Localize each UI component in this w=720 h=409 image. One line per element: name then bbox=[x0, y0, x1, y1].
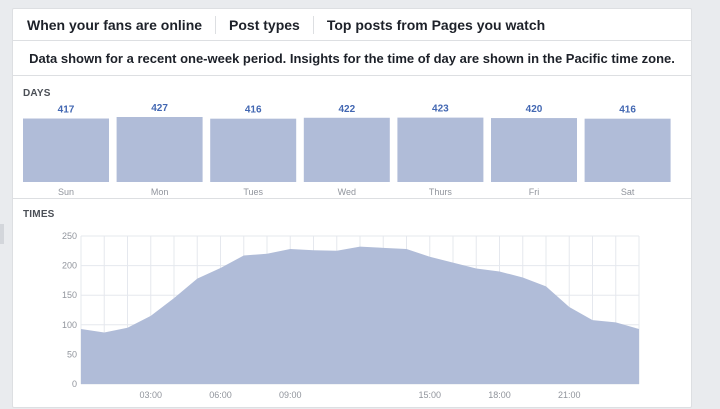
tab-bar: When your fans are online Post types Top… bbox=[13, 9, 691, 41]
day-bar-value: 422 bbox=[338, 104, 355, 115]
day-bar-value: 416 bbox=[245, 105, 262, 116]
day-bar[interactable] bbox=[210, 118, 297, 182]
days-chart: 417 Sun 427 Mon 416 Tues 422 Wed 423 Thurs 420 Fri 4… bbox=[23, 103, 671, 197]
day-bar[interactable] bbox=[397, 117, 484, 182]
left-edge-tab bbox=[0, 224, 4, 244]
day-label: Sat bbox=[621, 187, 635, 197]
day-label: Sun bbox=[58, 187, 74, 197]
day-bar-value: 416 bbox=[619, 105, 636, 116]
days-label: DAYS bbox=[23, 88, 51, 99]
tab-fans-online[interactable]: When your fans are online bbox=[27, 16, 203, 33]
day-label: Fri bbox=[529, 187, 540, 197]
times-label: TIMES bbox=[23, 209, 55, 220]
tab-post-types[interactable]: Post types bbox=[215, 15, 313, 34]
day-bar[interactable] bbox=[23, 118, 109, 182]
day-bar-value: 423 bbox=[432, 104, 449, 115]
x-tick-label: 21:00 bbox=[558, 390, 581, 400]
x-tick-label: 15:00 bbox=[418, 390, 441, 400]
y-tick-label: 100 bbox=[62, 320, 77, 330]
day-bar[interactable] bbox=[491, 118, 577, 182]
y-tick-label: 200 bbox=[62, 261, 77, 271]
x-tick-label: 06:00 bbox=[209, 390, 232, 400]
day-bar-value: 420 bbox=[526, 104, 543, 115]
day-bar[interactable] bbox=[116, 117, 203, 182]
y-tick-label: 50 bbox=[67, 349, 77, 359]
y-tick-label: 150 bbox=[62, 290, 77, 300]
day-label: Tues bbox=[243, 187, 263, 197]
day-bar-value: 417 bbox=[58, 105, 75, 116]
tab-top-posts[interactable]: Top posts from Pages you watch bbox=[312, 15, 558, 34]
day-label: Thurs bbox=[429, 187, 453, 197]
insights-panel: When your fans are online Post types Top… bbox=[12, 8, 692, 408]
y-tick-label: 0 bbox=[72, 379, 77, 389]
day-bar[interactable] bbox=[303, 117, 390, 182]
times-area[interactable] bbox=[81, 246, 639, 384]
day-label: Wed bbox=[338, 187, 356, 197]
x-tick-label: 18:00 bbox=[488, 390, 511, 400]
y-tick-label: 250 bbox=[62, 231, 77, 241]
day-bar-value: 427 bbox=[151, 103, 168, 114]
timezone-notice: Data shown for a recent one-week period.… bbox=[13, 41, 691, 76]
day-bar[interactable] bbox=[584, 118, 671, 182]
section-divider bbox=[13, 198, 691, 199]
times-chart: 0 50 100 150 200 250 03:00 06:00 09:00 15:00 18:00… bbox=[62, 231, 640, 400]
x-tick-label: 03:00 bbox=[139, 390, 162, 400]
day-label: Mon bbox=[151, 187, 169, 197]
x-tick-label: 09:00 bbox=[279, 390, 302, 400]
